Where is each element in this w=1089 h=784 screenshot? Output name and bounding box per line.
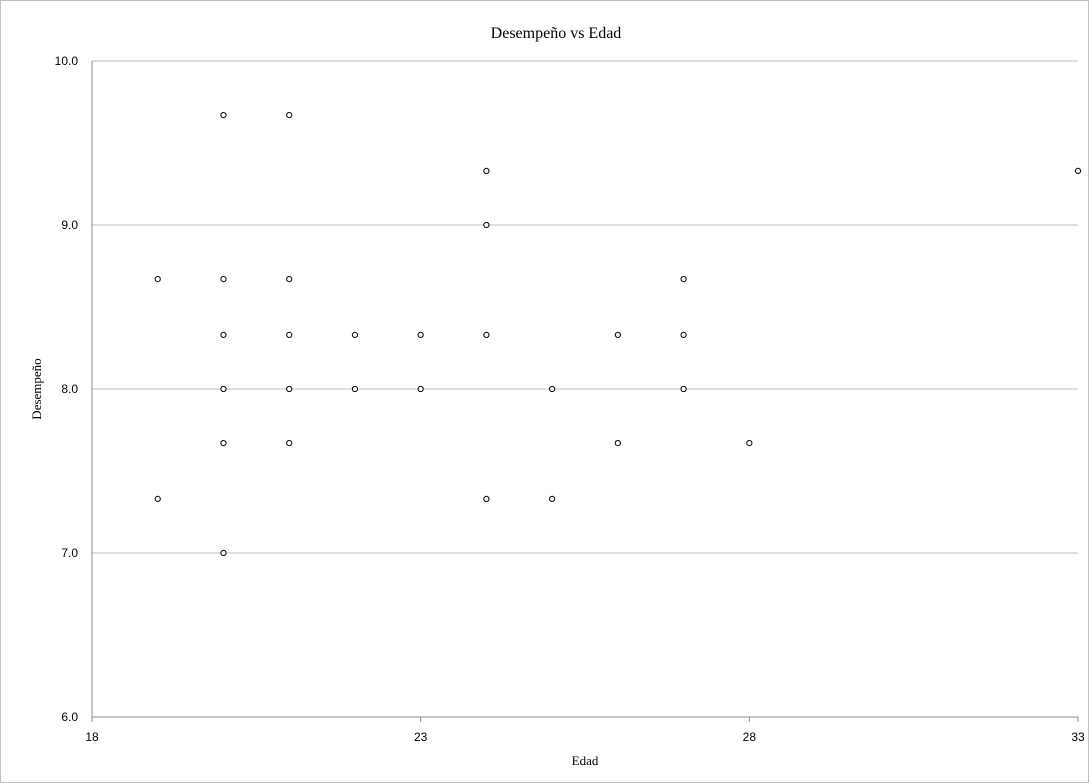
data-point (351, 331, 359, 338)
data-point (746, 440, 753, 447)
y-tick-label: 7.0 (61, 546, 78, 560)
data-point (680, 276, 687, 283)
data-point (1074, 167, 1082, 174)
y-tick-label: 8.0 (61, 382, 78, 396)
x-tick-label: 28 (743, 730, 757, 744)
x-tick-label: 18 (85, 730, 99, 744)
x-axis-label: Edad (572, 753, 599, 768)
grid-layer (92, 60, 1078, 718)
data-point (417, 331, 424, 338)
data-point (680, 331, 687, 338)
data-point (614, 440, 621, 447)
x-tick-label: 23 (414, 730, 428, 744)
data-point (220, 112, 227, 119)
y-tick-label: 6.0 (61, 710, 78, 724)
x-tick-labels: 18 23 28 33 (85, 730, 1085, 744)
data-point (549, 495, 556, 502)
chart-title: Desempeño vs Edad (491, 25, 622, 42)
data-point (220, 549, 227, 557)
data-point (220, 276, 227, 283)
data-point (483, 495, 490, 502)
data-point (286, 331, 293, 338)
data-point (286, 440, 293, 447)
data-point (483, 221, 490, 229)
data-point (220, 440, 227, 447)
y-tick-label: 9.0 (61, 218, 78, 232)
data-point (286, 112, 293, 119)
y-tick-label: 10.0 (55, 54, 79, 68)
y-axis-label: Desempeño (29, 358, 44, 419)
data-point (286, 276, 293, 283)
data-point (286, 385, 293, 393)
data-point (417, 385, 424, 393)
data-point (614, 331, 621, 338)
data-point (220, 385, 227, 393)
data-point (549, 385, 556, 393)
data-point (154, 276, 161, 283)
data-point (220, 331, 227, 338)
data-point (483, 167, 490, 174)
data-point (680, 385, 687, 393)
data-point (351, 385, 359, 393)
y-tick-labels: 6.0 7.0 8.0 9.0 10.0 (55, 54, 79, 724)
data-point (483, 331, 490, 338)
axis-layer (91, 61, 1079, 722)
data-point (154, 495, 161, 502)
x-tick-label: 33 (1071, 730, 1085, 744)
data-points (154, 112, 1082, 557)
